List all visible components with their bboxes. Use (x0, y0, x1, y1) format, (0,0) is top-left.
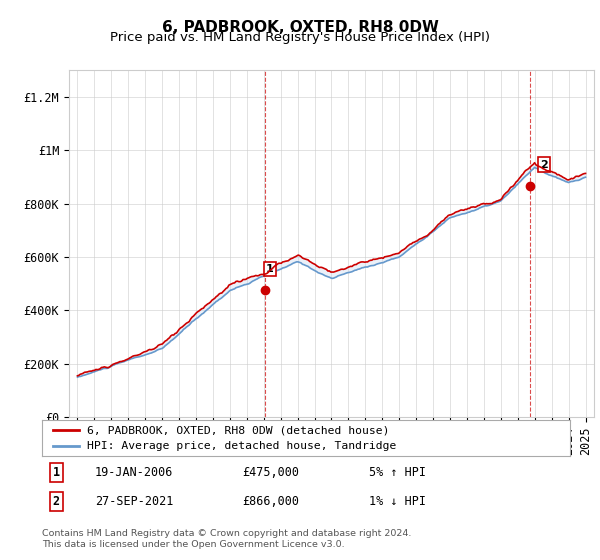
Text: 1: 1 (53, 465, 59, 479)
Text: 6, PADBROOK, OXTED, RH8 0DW: 6, PADBROOK, OXTED, RH8 0DW (161, 20, 439, 35)
Text: HPI: Average price, detached house, Tandridge: HPI: Average price, detached house, Tand… (87, 441, 396, 451)
Text: 27-SEP-2021: 27-SEP-2021 (95, 495, 173, 508)
Text: £475,000: £475,000 (242, 465, 299, 479)
Text: 19-JAN-2006: 19-JAN-2006 (95, 465, 173, 479)
Text: 2: 2 (53, 495, 59, 508)
Text: 1% ↓ HPI: 1% ↓ HPI (370, 495, 427, 508)
Text: 6, PADBROOK, OXTED, RH8 0DW (detached house): 6, PADBROOK, OXTED, RH8 0DW (detached ho… (87, 425, 389, 435)
Text: 1: 1 (266, 264, 274, 274)
Text: 2: 2 (540, 160, 548, 170)
Text: 5% ↑ HPI: 5% ↑ HPI (370, 465, 427, 479)
Text: Contains HM Land Registry data © Crown copyright and database right 2024.
This d: Contains HM Land Registry data © Crown c… (42, 529, 412, 549)
Text: £866,000: £866,000 (242, 495, 299, 508)
Text: Price paid vs. HM Land Registry's House Price Index (HPI): Price paid vs. HM Land Registry's House … (110, 31, 490, 44)
